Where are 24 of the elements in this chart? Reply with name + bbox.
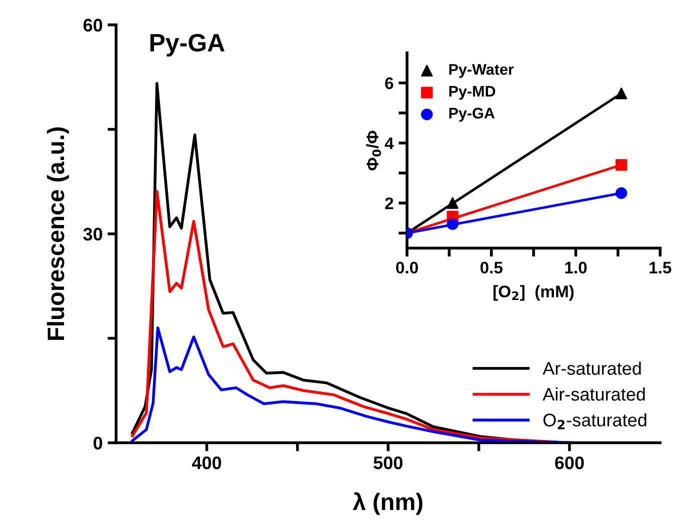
legend-label: Ar-saturated bbox=[542, 362, 641, 375]
x-tick-label: 1.5 bbox=[650, 262, 672, 274]
x-tick-label: 600 bbox=[555, 456, 584, 470]
x-axis-title: λ (nm) bbox=[352, 492, 422, 515]
y-tick-label: 30 bbox=[83, 228, 102, 241]
legend-label: O$_{2}$-saturated bbox=[543, 413, 646, 430]
x-tick-label: 0.0 bbox=[396, 262, 418, 274]
y-axis-title: Φ$_{0}$/Φ bbox=[366, 130, 382, 170]
x-tick-label: 0.5 bbox=[480, 262, 503, 274]
legend-label: Py-Water bbox=[449, 64, 514, 78]
y-tick-label: 2 bbox=[385, 197, 394, 210]
chart-title: Py-GA bbox=[150, 34, 224, 57]
legend-label: Py-GA bbox=[449, 108, 495, 122]
y-axis-title: Fluorescence (a.u.) bbox=[46, 127, 69, 340]
y-tick-label: 6 bbox=[385, 77, 394, 90]
x-axis-title: [O$_{2}$] (mM) bbox=[494, 285, 574, 301]
legend-label: Py-MD bbox=[449, 86, 496, 100]
x-tick-label: 500 bbox=[374, 456, 402, 470]
x-tick-label: 1.0 bbox=[565, 262, 587, 274]
x-tick-label: 400 bbox=[192, 456, 222, 470]
y-tick-label: 0 bbox=[94, 436, 102, 450]
legend-label: Air-saturated bbox=[542, 387, 645, 401]
y-tick-label: 60 bbox=[83, 18, 102, 32]
y-tick-label: 4 bbox=[384, 138, 394, 150]
